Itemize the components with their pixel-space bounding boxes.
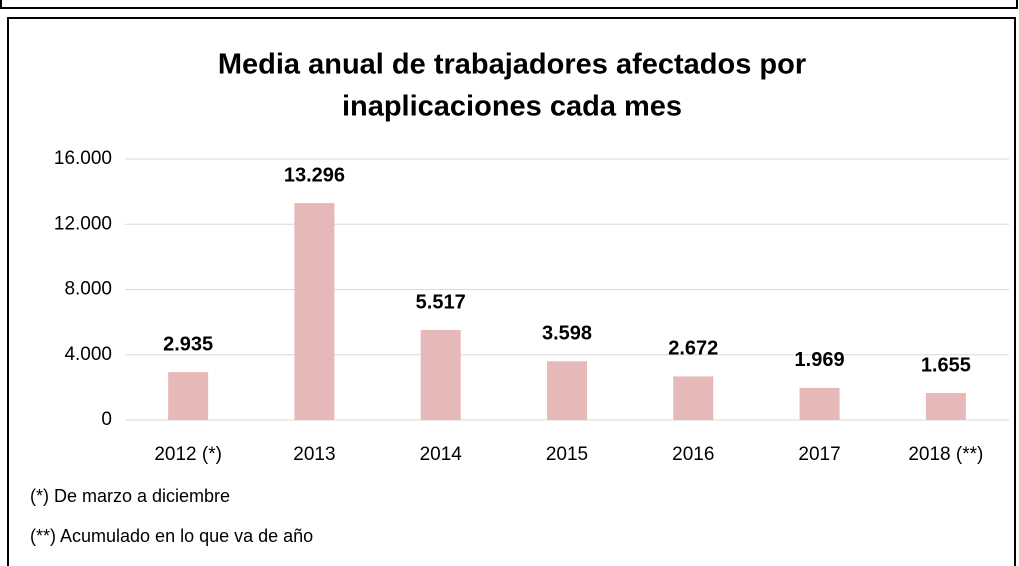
data-label: 3.598: [542, 323, 592, 345]
y-tick-label: 8.000: [64, 279, 112, 300]
bar: [168, 372, 209, 420]
data-label: 13.296: [284, 164, 345, 186]
bar: [925, 393, 966, 420]
x-tick-label: 2017: [798, 444, 840, 465]
x-tick-label: 2013: [293, 444, 335, 465]
x-tick-label: 2012 (*): [154, 444, 222, 465]
data-label: 2.935: [163, 333, 213, 355]
y-tick-label: 4.000: [64, 344, 112, 365]
bar: [547, 361, 587, 420]
top-frame: [0, 0, 1018, 9]
chart-title: inaplicaciones cada mes: [342, 91, 682, 123]
footnote: (*) De marzo a diciembre: [30, 486, 230, 506]
data-label: 5.517: [416, 291, 466, 313]
chart-frame: [7, 17, 1016, 566]
x-tick-label: 2015: [546, 444, 588, 465]
bar: [673, 376, 714, 420]
y-tick-label: 0: [101, 409, 112, 430]
bar: [294, 203, 335, 420]
bar: [420, 330, 461, 420]
y-tick-label: 12.000: [54, 213, 112, 234]
data-label: 1.655: [921, 354, 971, 376]
data-label: 2.672: [668, 338, 718, 360]
data-label: 1.969: [795, 349, 845, 371]
footnote: (**) Acumulado en lo que va de año: [30, 526, 313, 546]
x-tick-label: 2018 (**): [908, 444, 983, 465]
y-tick-label: 16.000: [54, 148, 112, 169]
x-tick-label: 2016: [672, 444, 714, 465]
bar: [799, 387, 840, 420]
x-tick-label: 2014: [420, 444, 463, 465]
chart-title: Media anual de trabajadores afectados po…: [218, 49, 806, 81]
